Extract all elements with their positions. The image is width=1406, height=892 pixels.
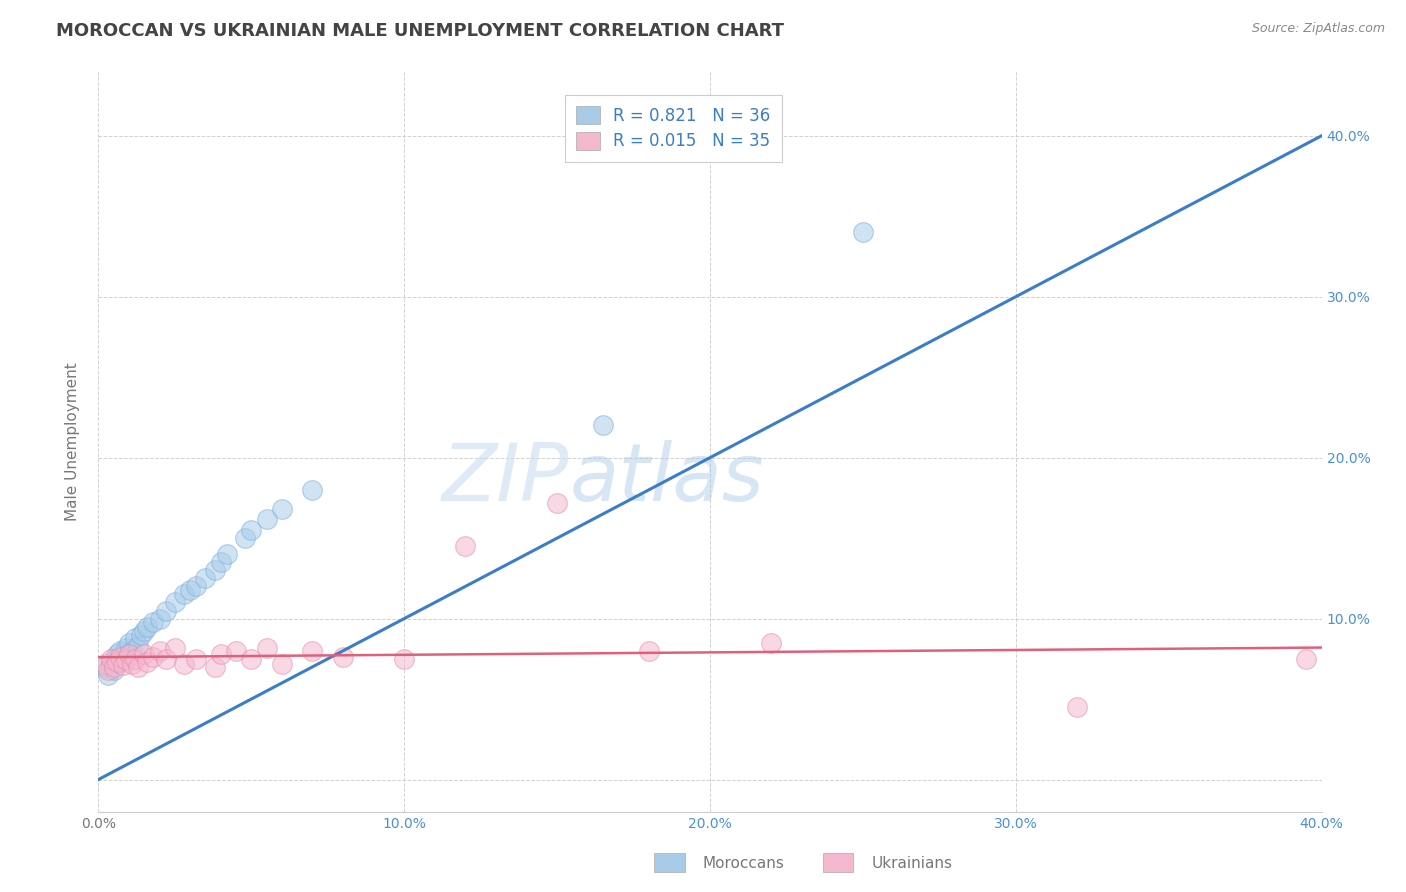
Point xyxy=(121,644,143,658)
Point xyxy=(215,547,238,561)
Point xyxy=(129,628,152,642)
Point xyxy=(194,571,217,585)
Point xyxy=(97,668,120,682)
Point xyxy=(454,539,477,553)
Point xyxy=(115,640,138,655)
Point xyxy=(240,523,263,537)
Point xyxy=(127,639,149,653)
Point xyxy=(173,587,195,601)
Point xyxy=(118,636,141,650)
Point xyxy=(134,647,156,661)
Point xyxy=(179,582,201,597)
Point xyxy=(209,555,232,569)
Point xyxy=(240,652,263,666)
Text: MOROCCAN VS UKRAINIAN MALE UNEMPLOYMENT CORRELATION CHART: MOROCCAN VS UKRAINIAN MALE UNEMPLOYMENT … xyxy=(56,22,785,40)
Point xyxy=(256,640,278,655)
Point xyxy=(332,650,354,665)
Y-axis label: Male Unemployment: Male Unemployment xyxy=(65,362,80,521)
Point xyxy=(209,647,232,661)
Point xyxy=(852,225,875,239)
Point xyxy=(121,657,143,671)
Point xyxy=(111,650,134,665)
Text: Ukrainians: Ukrainians xyxy=(872,856,953,871)
Point xyxy=(546,496,568,510)
Point xyxy=(136,619,159,633)
Point xyxy=(186,652,208,666)
Point xyxy=(225,644,247,658)
Point xyxy=(115,653,138,667)
Point xyxy=(155,652,177,666)
Point xyxy=(103,663,125,677)
Point xyxy=(173,657,195,671)
Point xyxy=(118,647,141,661)
Point xyxy=(233,531,256,545)
Point xyxy=(142,650,165,665)
Point xyxy=(105,655,128,669)
Point xyxy=(100,652,122,666)
Point xyxy=(204,660,226,674)
Point xyxy=(100,657,122,671)
Point xyxy=(163,595,186,609)
Point xyxy=(127,660,149,674)
Point xyxy=(163,640,186,655)
Text: Source: ZipAtlas.com: Source: ZipAtlas.com xyxy=(1251,22,1385,36)
Legend: R = 0.821   N = 36, R = 0.015   N = 35: R = 0.821 N = 36, R = 0.015 N = 35 xyxy=(565,95,782,161)
Point xyxy=(93,657,115,671)
Point xyxy=(759,636,782,650)
Text: atlas: atlas xyxy=(569,440,763,517)
Point xyxy=(592,418,614,433)
Point xyxy=(270,502,292,516)
Point xyxy=(149,611,172,625)
Point xyxy=(155,603,177,617)
Point xyxy=(108,655,131,669)
Point xyxy=(392,652,416,666)
Point xyxy=(1295,652,1317,666)
Point xyxy=(124,631,146,645)
Point xyxy=(637,644,661,658)
Point xyxy=(301,483,323,497)
Point xyxy=(124,652,146,666)
Point xyxy=(103,660,125,674)
Point xyxy=(108,644,131,658)
Point xyxy=(97,663,120,677)
Text: Moroccans: Moroccans xyxy=(703,856,785,871)
Point xyxy=(1066,700,1088,714)
Point xyxy=(149,644,172,658)
Text: ZIP: ZIP xyxy=(441,440,569,517)
Point xyxy=(256,512,278,526)
Point xyxy=(142,615,165,629)
Point xyxy=(186,579,208,593)
Point xyxy=(118,647,141,661)
Point xyxy=(136,655,159,669)
Point xyxy=(270,657,292,671)
Point xyxy=(105,647,128,661)
Point xyxy=(93,660,115,674)
Point xyxy=(103,652,125,666)
Point xyxy=(204,563,226,577)
Point xyxy=(301,644,323,658)
Point xyxy=(134,624,156,639)
Point xyxy=(111,658,134,673)
Point xyxy=(108,650,131,665)
